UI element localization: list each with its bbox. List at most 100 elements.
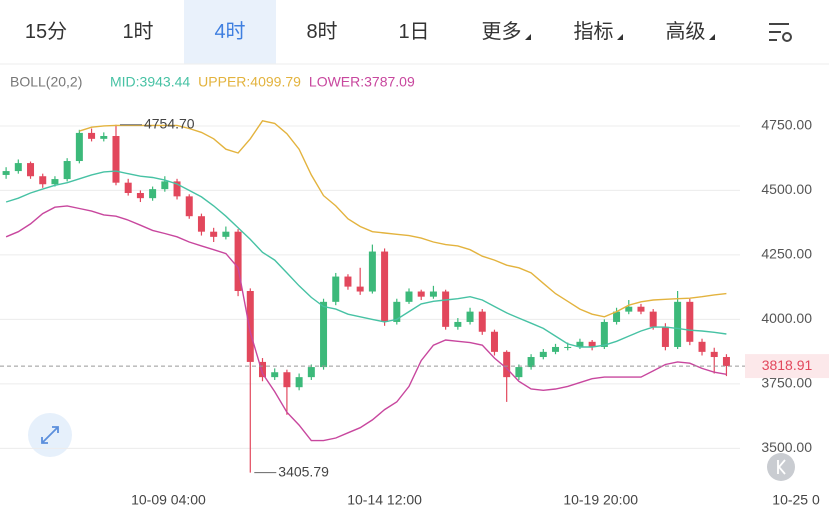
candle-body [442,291,450,327]
expand-button[interactable] [28,413,72,457]
legend-entry: LOWER:3787.09 [309,74,415,90]
back-button[interactable] [767,453,795,481]
candle-body [320,301,328,368]
settings-icon[interactable] [769,23,792,42]
indicator-line [5,205,727,442]
candle-body [405,291,413,302]
candle-body [478,311,486,332]
tab-label: 1时 [122,21,154,43]
x-tick-label: 10-25 0 [772,492,820,508]
candle-body [246,291,254,362]
tab-label: 8时 [306,21,338,43]
annotation-label: 4754.70 [144,115,195,131]
tab-label: 高级 [665,21,706,43]
candle-body [2,171,10,175]
candle-body [197,216,205,232]
candle-body [271,372,279,378]
candle-body [417,291,425,297]
candle-body [173,181,181,197]
candle-body [112,136,120,183]
candle-body [100,136,108,139]
legend-entry: UPPER:4099.79 [198,74,301,90]
current-price-label: 3818.91 [762,357,813,373]
legend-entry: MID:3943.44 [110,74,190,90]
candle-body [625,306,633,312]
tab[interactable]: 8时 [276,0,368,64]
dropdown-arrow [708,34,715,40]
candle-body [344,276,352,287]
candle-body [75,132,83,162]
x-tick-label: 10-19 20:00 [563,492,638,508]
x-tick-label: 10-09 04:00 [131,492,206,508]
candle-body [295,377,303,388]
tab[interactable]: 15分 [0,0,92,64]
candle-body [564,346,572,348]
candle-body [222,231,230,237]
candle-body [14,163,22,172]
candle-body [63,161,71,180]
dropdown-arrow [524,34,531,40]
tab[interactable]: 高级 [644,0,736,64]
candle-body [674,301,682,347]
candle-body [637,306,645,312]
tab-label: 4时 [214,21,246,43]
y-tick-label: 4000.00 [761,310,812,326]
tab-bar: 15分 1时 4时 8时 1日 更多 指标 高级 [0,0,829,64]
dropdown-arrow [616,34,623,40]
candle-body [39,176,47,185]
candle-body [307,367,315,378]
annotation-label: 3405.79 [278,463,329,479]
indicator-line [79,120,727,318]
candle-body [161,181,169,190]
y-tick-label: 4750.00 [761,117,812,133]
tab-label: 更多 [481,21,522,43]
candle-body [552,346,560,352]
candle-body [527,357,535,368]
candle-body [124,182,132,193]
candle-body [649,311,657,327]
candle-body [210,231,218,237]
candle-body [51,179,59,185]
tab[interactable]: 4时 [184,0,276,64]
tab[interactable]: 1日 [368,0,460,64]
candle-body [698,341,706,352]
candle-body [27,163,35,177]
candle-body [258,361,266,378]
candle-body [149,189,157,199]
candle-body [588,341,596,347]
current-price-box [745,354,829,379]
candle-body [381,251,389,322]
tab-label: 15分 [24,21,68,43]
candle-body [600,321,608,347]
y-tick-label: 3750.00 [761,375,812,391]
candle-body [185,196,193,217]
tab-label: 1日 [398,21,430,43]
indicator-name: BOLL(20,2) [10,74,82,90]
candle-body [454,321,462,327]
y-tick-label: 3500.00 [761,439,812,455]
candle-body [234,231,242,291]
candle-body [490,331,498,352]
candle-body [539,351,547,358]
candle-body [368,251,376,292]
candle-body [88,132,96,139]
candle-body [710,351,718,358]
tab[interactable]: 指标 [552,0,644,64]
indicator-line [5,170,727,348]
candle-body [429,291,437,297]
candle-body [466,311,474,322]
candle-body [503,351,511,378]
tab[interactable]: 1时 [92,0,184,64]
tab[interactable]: 更多 [460,0,552,64]
y-tick-label: 4500.00 [761,181,812,197]
y-tick-label: 4250.00 [761,246,812,262]
candle-body [136,193,144,199]
candle-body [356,286,364,292]
candle-body [613,311,621,322]
x-tick-label: 10-14 12:00 [347,492,422,508]
candle-body [283,372,291,388]
candle-body [515,367,523,378]
candles [2,124,730,473]
